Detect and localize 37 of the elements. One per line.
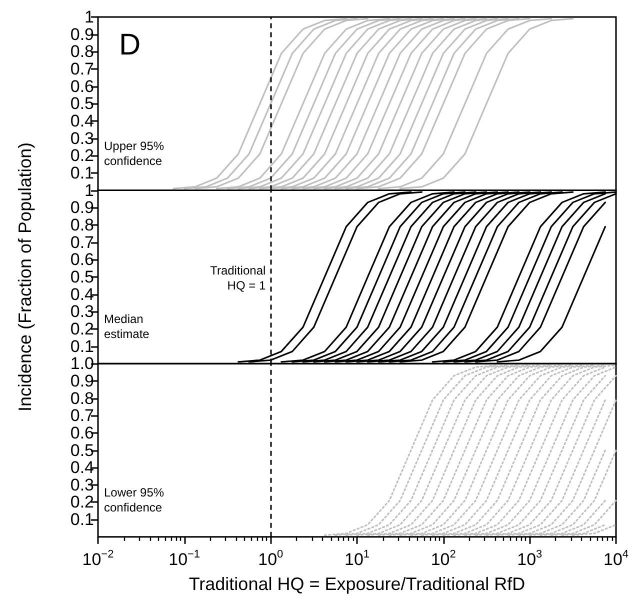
y-tick-label: 1 — [84, 180, 94, 200]
y-tick-label: 0.6 — [70, 76, 94, 96]
y-tick-label: 0.9 — [70, 371, 94, 390]
y-tick-label: 0.3 — [70, 128, 94, 148]
annotation: Median estimate — [104, 312, 150, 342]
y-tick-label: 0.1 — [70, 163, 94, 182]
y-tick-label: 0.4 — [70, 284, 94, 304]
y-tick-label: 0.8 — [70, 215, 94, 234]
y-tick-label: 1.0 — [70, 354, 94, 374]
y-tick-label: 0.7 — [70, 232, 94, 252]
annotation: Upper 95% confidence — [104, 138, 164, 168]
y-tick-label: 0.4 — [70, 111, 94, 130]
y-tick-label: 0.9 — [70, 198, 94, 218]
y-tick-label: 0.5 — [70, 94, 94, 114]
x-axis-title: Traditional HQ = Exposure/Traditional RfD — [188, 574, 526, 594]
y-axis-title: Incidence (Fraction of Population) — [15, 142, 35, 412]
y-tick-label: 0.3 — [70, 475, 94, 494]
ref-line-label: Traditional HQ = 1 — [210, 264, 266, 293]
chart-title: D — [119, 28, 141, 62]
y-tick-label: 0.6 — [70, 423, 94, 442]
annotation: Lower 95% confidence — [104, 485, 164, 514]
y-tick-label: 0.6 — [70, 250, 94, 270]
y-tick-label: 0.2 — [70, 492, 94, 512]
y-tick-label: 0.1 — [70, 510, 94, 530]
y-tick-label: 0.7 — [70, 59, 94, 78]
y-tick-label: 0.4 — [70, 458, 94, 478]
y-tick-label: 0.8 — [70, 388, 94, 408]
y-tick-label: 0.3 — [70, 302, 94, 322]
y-tick-label: 0.2 — [70, 319, 94, 338]
y-tick-label: 1 — [84, 8, 94, 26]
y-tick-label: 0.8 — [70, 42, 94, 62]
y-tick-label: 0.2 — [70, 146, 94, 166]
y-tick-label: 0.7 — [70, 406, 94, 426]
y-tick-label: 0.1 — [70, 336, 94, 356]
y-tick-label: 0.9 — [70, 24, 94, 44]
y-tick-label: 0.5 — [70, 267, 94, 286]
y-tick-label: 0.5 — [70, 440, 94, 460]
